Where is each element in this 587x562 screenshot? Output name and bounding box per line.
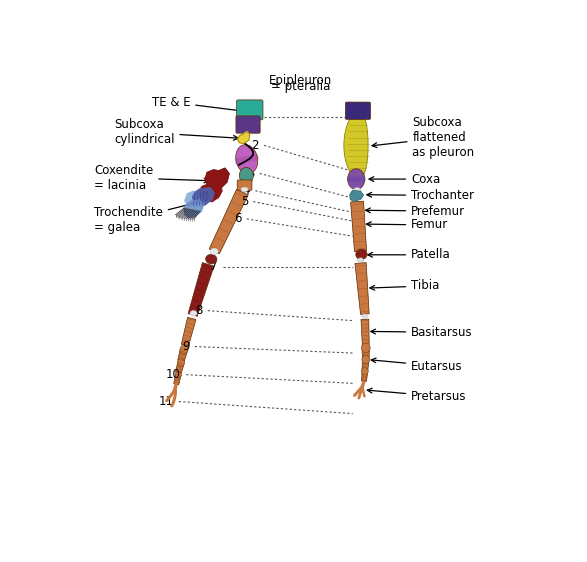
Text: 10: 10 xyxy=(166,368,181,381)
Ellipse shape xyxy=(180,345,188,354)
Ellipse shape xyxy=(362,368,368,375)
Polygon shape xyxy=(361,319,369,345)
Text: Prefemur: Prefemur xyxy=(366,205,465,217)
Text: Subcoxa
cylindrical: Subcoxa cylindrical xyxy=(114,119,238,146)
Polygon shape xyxy=(178,348,188,362)
Text: Tibia: Tibia xyxy=(370,279,440,292)
Text: Epipleuron: Epipleuron xyxy=(269,74,332,87)
Text: Trochanter: Trochanter xyxy=(367,189,474,202)
Ellipse shape xyxy=(241,187,248,192)
Ellipse shape xyxy=(353,188,361,193)
Polygon shape xyxy=(205,168,230,189)
Text: Coxendite
= lacinia: Coxendite = lacinia xyxy=(94,164,209,192)
Polygon shape xyxy=(185,191,205,207)
Polygon shape xyxy=(238,132,250,144)
Ellipse shape xyxy=(205,255,217,264)
Ellipse shape xyxy=(176,371,181,378)
FancyBboxPatch shape xyxy=(237,100,263,120)
Text: 3: 3 xyxy=(247,167,255,180)
Polygon shape xyxy=(350,191,363,202)
Text: = pteralia: = pteralia xyxy=(271,80,330,93)
Ellipse shape xyxy=(210,248,218,255)
Text: Patella: Patella xyxy=(368,248,451,261)
Text: 1: 1 xyxy=(251,111,259,124)
Polygon shape xyxy=(362,348,369,358)
FancyBboxPatch shape xyxy=(345,102,370,119)
Text: 5: 5 xyxy=(241,195,248,208)
Polygon shape xyxy=(174,374,181,385)
Text: Pretarsus: Pretarsus xyxy=(367,388,467,403)
Text: 2: 2 xyxy=(251,139,259,152)
Text: 8: 8 xyxy=(195,304,203,317)
Text: Trochendite
= galea: Trochendite = galea xyxy=(94,200,201,234)
FancyBboxPatch shape xyxy=(237,180,252,191)
Text: 6: 6 xyxy=(234,212,242,225)
Text: 11: 11 xyxy=(158,395,174,408)
Polygon shape xyxy=(362,371,367,382)
Ellipse shape xyxy=(239,167,253,184)
Text: Femur: Femur xyxy=(366,219,448,232)
Polygon shape xyxy=(176,362,184,374)
Text: Coxa: Coxa xyxy=(369,173,440,185)
Ellipse shape xyxy=(177,359,184,366)
Text: 4: 4 xyxy=(242,184,250,197)
Polygon shape xyxy=(181,318,196,346)
Text: Eutarsus: Eutarsus xyxy=(371,358,463,373)
Polygon shape xyxy=(188,262,214,316)
Polygon shape xyxy=(199,184,222,202)
Ellipse shape xyxy=(236,144,258,174)
Ellipse shape xyxy=(190,311,197,316)
Ellipse shape xyxy=(348,169,365,189)
Polygon shape xyxy=(362,359,369,370)
Polygon shape xyxy=(193,188,214,206)
Ellipse shape xyxy=(362,343,370,352)
Text: TE & E: TE & E xyxy=(151,96,243,113)
Ellipse shape xyxy=(357,258,363,262)
FancyBboxPatch shape xyxy=(236,116,260,133)
Text: 9: 9 xyxy=(182,340,190,353)
Text: Subcoxa
flattened
as pleuron: Subcoxa flattened as pleuron xyxy=(372,116,475,159)
Ellipse shape xyxy=(356,249,367,260)
Polygon shape xyxy=(209,189,248,254)
Ellipse shape xyxy=(362,355,370,364)
Text: Basitarsus: Basitarsus xyxy=(371,326,473,339)
Ellipse shape xyxy=(362,314,368,319)
Polygon shape xyxy=(350,201,367,252)
Polygon shape xyxy=(184,200,204,217)
Polygon shape xyxy=(355,262,369,315)
Polygon shape xyxy=(344,112,368,179)
Text: 7: 7 xyxy=(210,260,218,273)
